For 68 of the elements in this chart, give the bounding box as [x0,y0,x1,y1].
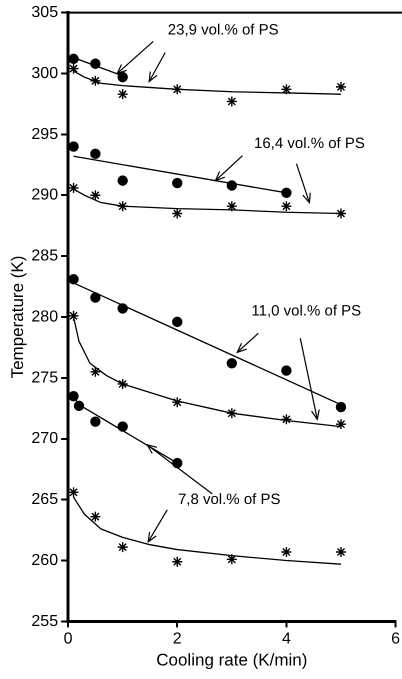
y-tick-label: 290 [31,186,58,204]
point [90,366,102,378]
y-tick-label: 270 [31,430,58,448]
y-tick-label: 265 [31,491,58,508]
x-tick-label: 4 [282,630,291,648]
point [116,200,128,212]
point [117,175,128,186]
point [68,141,79,152]
x-axis-title: Cooling rate (K/min) [156,650,308,670]
point [117,303,128,314]
point [172,178,182,188]
point [172,556,183,568]
y-tick-label: 280 [31,308,58,326]
point [90,416,101,427]
point [74,400,84,412]
point [172,84,183,96]
y-tick-label: 260 [31,552,58,569]
y-tick-label: 285 [31,248,58,265]
point [117,421,128,432]
point [280,546,292,558]
point [226,407,238,419]
point [336,402,346,412]
point [281,188,292,198]
point [116,541,128,553]
y-tick-label: 305 [31,4,58,22]
point [68,62,80,74]
point [226,200,238,212]
point [90,190,102,201]
point [90,75,102,86]
point [172,316,182,328]
y-axis-title: Temperature (K) [8,256,27,378]
x-tick-label: 0 [64,630,73,648]
x-tick-label: 2 [172,630,182,648]
point [280,200,292,212]
point [68,390,79,402]
point [68,182,80,194]
point [226,358,238,368]
annotation: 16,4 vol.% of PS [254,134,365,152]
point [90,510,102,522]
point [172,208,183,220]
point [335,546,347,558]
y-tick-label: 255 [31,612,58,630]
point [280,84,292,96]
point [90,148,101,160]
point [172,396,183,408]
point [68,486,80,498]
point [335,418,347,430]
point [226,554,238,566]
x-tick-label: 6 [391,630,400,648]
point [68,54,79,64]
y-tick-label: 295 [31,126,58,143]
point [335,81,347,93]
point [226,180,238,191]
point [116,88,128,100]
point [281,365,292,376]
point [280,414,292,425]
point [117,72,128,82]
point [226,96,238,108]
annotation: 7,8 vol.% of PS [178,490,281,508]
point [68,274,79,284]
point [90,58,101,69]
point [90,292,101,303]
y-tick-label: 300 [31,64,58,82]
point [116,378,128,390]
point [335,208,347,220]
y-tick-label: 275 [31,369,58,386]
annotation: 23,9 vol.% of PS [168,22,279,39]
annotation: 11,0 vol.% of PS [251,302,362,320]
